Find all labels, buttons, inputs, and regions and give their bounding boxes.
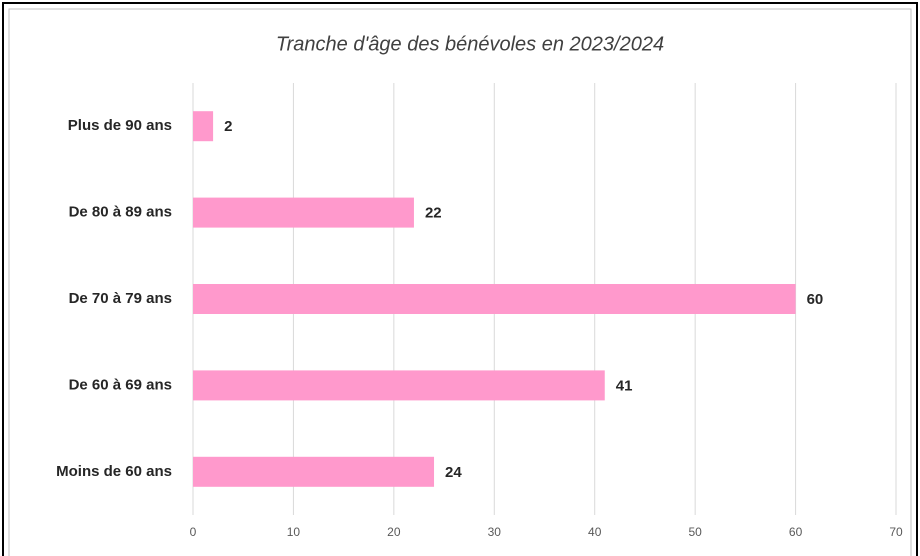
x-tick-label: 60 bbox=[789, 525, 803, 539]
inner-frame bbox=[8, 8, 912, 556]
x-tick-label: 30 bbox=[488, 525, 502, 539]
value-label: 2 bbox=[224, 118, 232, 135]
y-tick-label: De 70 à 79 ans bbox=[69, 290, 172, 307]
bar bbox=[193, 111, 214, 142]
bar bbox=[193, 370, 605, 401]
bar bbox=[193, 284, 796, 314]
x-tick-label: 50 bbox=[688, 525, 702, 539]
y-tick-label: De 60 à 69 ans bbox=[69, 376, 172, 393]
bar bbox=[193, 456, 435, 487]
y-tick-label: Plus de 90 ans bbox=[68, 117, 172, 134]
x-tick-label: 10 bbox=[287, 525, 301, 539]
x-tick-label: 70 bbox=[889, 525, 903, 539]
value-label: 22 bbox=[425, 205, 442, 222]
value-label: 24 bbox=[445, 464, 462, 481]
x-tick-label: 40 bbox=[588, 525, 602, 539]
value-label: 41 bbox=[616, 377, 633, 394]
x-tick-label: 20 bbox=[387, 525, 401, 539]
y-tick-label: De 80 à 89 ans bbox=[69, 204, 172, 221]
bar bbox=[193, 197, 414, 228]
chart-title: Tranche d'âge des bénévoles en 2023/2024 bbox=[276, 33, 664, 55]
x-tick-label: 0 bbox=[190, 525, 197, 539]
y-tick-label: Moins de 60 ans bbox=[56, 463, 172, 480]
value-label: 60 bbox=[807, 291, 824, 308]
